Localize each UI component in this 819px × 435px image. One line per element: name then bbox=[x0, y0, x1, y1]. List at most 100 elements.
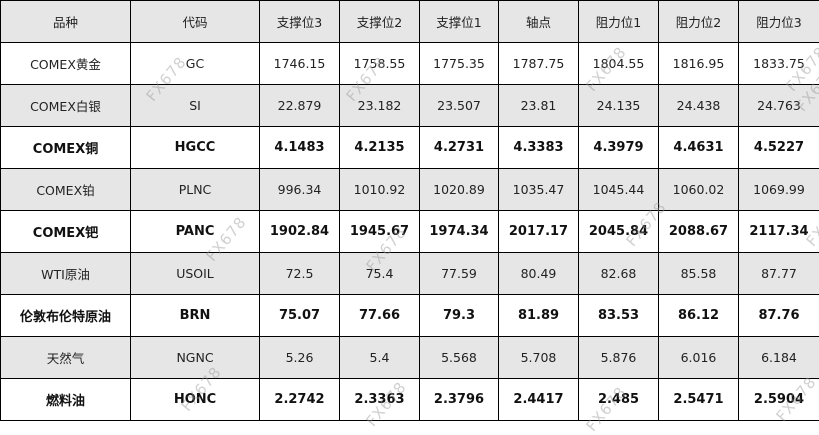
value-cell: 2.5471 bbox=[659, 379, 739, 421]
value-cell: 5.4 bbox=[340, 337, 420, 379]
value-cell: 23.182 bbox=[340, 85, 420, 127]
value-cell: 77.59 bbox=[420, 253, 499, 295]
value-cell: 4.3979 bbox=[579, 127, 659, 169]
value-cell: 1069.99 bbox=[739, 169, 819, 211]
variety-cell: COMEX钯 bbox=[1, 211, 131, 253]
value-cell: 4.5227 bbox=[739, 127, 819, 169]
value-cell: 1010.92 bbox=[340, 169, 420, 211]
header-pivot: 轴点 bbox=[499, 1, 579, 43]
variety-cell: COMEX铜 bbox=[1, 127, 131, 169]
value-cell: 4.4631 bbox=[659, 127, 739, 169]
value-cell: 4.2731 bbox=[420, 127, 499, 169]
variety-cell: 伦敦布伦特原油 bbox=[1, 295, 131, 337]
value-cell: 1804.55 bbox=[579, 43, 659, 85]
code-cell: HGCC bbox=[131, 127, 260, 169]
value-cell: 86.12 bbox=[659, 295, 739, 337]
variety-cell: COMEX白银 bbox=[1, 85, 131, 127]
value-cell: 6.016 bbox=[659, 337, 739, 379]
value-cell: 1902.84 bbox=[260, 211, 340, 253]
value-cell: 23.507 bbox=[420, 85, 499, 127]
variety-cell: WTI原油 bbox=[1, 253, 131, 295]
value-cell: 5.876 bbox=[579, 337, 659, 379]
value-cell: 2045.84 bbox=[579, 211, 659, 253]
value-cell: 24.135 bbox=[579, 85, 659, 127]
value-cell: 2.3363 bbox=[340, 379, 420, 421]
value-cell: 1945.67 bbox=[340, 211, 420, 253]
value-cell: 85.58 bbox=[659, 253, 739, 295]
value-cell: 24.763 bbox=[739, 85, 819, 127]
value-cell: 24.438 bbox=[659, 85, 739, 127]
value-cell: 87.76 bbox=[739, 295, 819, 337]
value-cell: 1758.55 bbox=[340, 43, 420, 85]
value-cell: 87.77 bbox=[739, 253, 819, 295]
variety-cell: COMEX黄金 bbox=[1, 43, 131, 85]
header-support-2: 支撑位2 bbox=[340, 1, 420, 43]
value-cell: 1816.95 bbox=[659, 43, 739, 85]
header-row: 品种 代码 支撑位3 支撑位2 支撑位1 轴点 阻力位1 阻力位2 阻力位3 bbox=[1, 1, 819, 43]
value-cell: 2.485 bbox=[579, 379, 659, 421]
variety-cell: 天然气 bbox=[1, 337, 131, 379]
header-variety: 品种 bbox=[1, 1, 131, 43]
value-cell: 4.3383 bbox=[499, 127, 579, 169]
value-cell: 22.879 bbox=[260, 85, 340, 127]
code-cell: HONC bbox=[131, 379, 260, 421]
code-cell: PANC bbox=[131, 211, 260, 253]
header-resistance-3: 阻力位3 bbox=[739, 1, 819, 43]
value-cell: 72.5 bbox=[260, 253, 340, 295]
value-cell: 80.49 bbox=[499, 253, 579, 295]
value-cell: 4.2135 bbox=[340, 127, 420, 169]
value-cell: 77.66 bbox=[340, 295, 420, 337]
pivot-points-table: 品种 代码 支撑位3 支撑位2 支撑位1 轴点 阻力位1 阻力位2 阻力位3 C… bbox=[0, 0, 819, 421]
value-cell: 2088.67 bbox=[659, 211, 739, 253]
value-cell: 1833.75 bbox=[739, 43, 819, 85]
value-cell: 1020.89 bbox=[420, 169, 499, 211]
value-cell: 6.184 bbox=[739, 337, 819, 379]
value-cell: 2.2742 bbox=[260, 379, 340, 421]
header-support-3: 支撑位3 bbox=[260, 1, 340, 43]
code-cell: SI bbox=[131, 85, 260, 127]
value-cell: 1045.44 bbox=[579, 169, 659, 211]
value-cell: 75.4 bbox=[340, 253, 420, 295]
value-cell: 2.3796 bbox=[420, 379, 499, 421]
value-cell: 2117.34 bbox=[739, 211, 819, 253]
value-cell: 83.53 bbox=[579, 295, 659, 337]
header-support-1: 支撑位1 bbox=[420, 1, 499, 43]
value-cell: 5.26 bbox=[260, 337, 340, 379]
value-cell: 2.5904 bbox=[739, 379, 819, 421]
code-cell: GC bbox=[131, 43, 260, 85]
value-cell: 1974.34 bbox=[420, 211, 499, 253]
value-cell: 1787.75 bbox=[499, 43, 579, 85]
value-cell: 4.1483 bbox=[260, 127, 340, 169]
value-cell: 75.07 bbox=[260, 295, 340, 337]
header-code: 代码 bbox=[131, 1, 260, 43]
value-cell: 1775.35 bbox=[420, 43, 499, 85]
value-cell: 23.81 bbox=[499, 85, 579, 127]
value-cell: 996.34 bbox=[260, 169, 340, 211]
code-cell: USOIL bbox=[131, 253, 260, 295]
variety-cell: 燃料油 bbox=[1, 379, 131, 421]
value-cell: 82.68 bbox=[579, 253, 659, 295]
value-cell: 1746.15 bbox=[260, 43, 340, 85]
value-cell: 1060.02 bbox=[659, 169, 739, 211]
header-resistance-2: 阻力位2 bbox=[659, 1, 739, 43]
value-cell: 1035.47 bbox=[499, 169, 579, 211]
variety-cell: COMEX铂 bbox=[1, 169, 131, 211]
code-cell: BRN bbox=[131, 295, 260, 337]
code-cell: NGNC bbox=[131, 337, 260, 379]
value-cell: 81.89 bbox=[499, 295, 579, 337]
value-cell: 5.568 bbox=[420, 337, 499, 379]
value-cell: 2.4417 bbox=[499, 379, 579, 421]
header-resistance-1: 阻力位1 bbox=[579, 1, 659, 43]
value-cell: 2017.17 bbox=[499, 211, 579, 253]
code-cell: PLNC bbox=[131, 169, 260, 211]
value-cell: 79.3 bbox=[420, 295, 499, 337]
